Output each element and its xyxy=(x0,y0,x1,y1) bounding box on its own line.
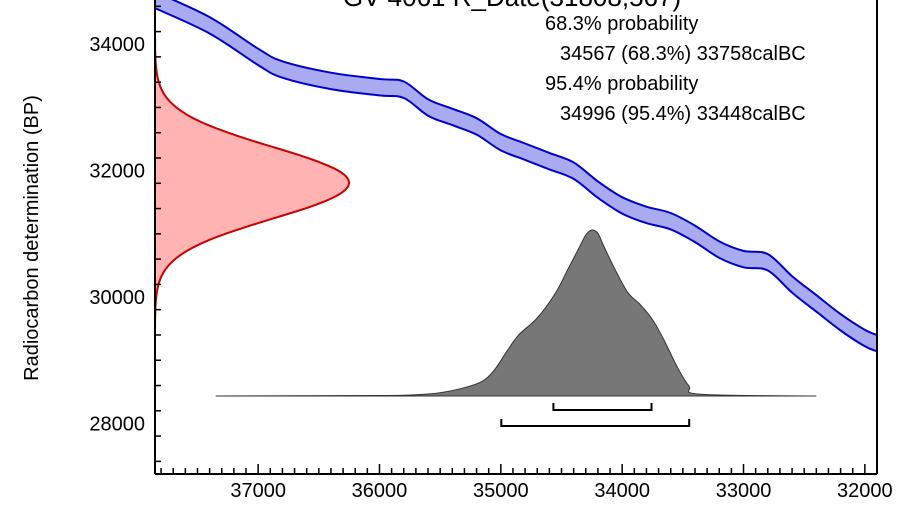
calibration-curve-lower xyxy=(155,7,877,353)
x-tick-label: 35000 xyxy=(473,480,529,502)
y-tick-label: 32000 xyxy=(89,161,145,183)
annotation-range-1: 34567 (68.3%) 33758calBC xyxy=(560,43,806,65)
chart-title: GV-4061 R_Date(31808,567) xyxy=(343,0,681,12)
annotation-header-1: 68.3% probability xyxy=(545,13,698,35)
calibration-curve-band xyxy=(155,0,877,352)
y-axis-label: Radiocarbon determination (BP) xyxy=(21,95,43,381)
calibrated-distribution xyxy=(215,229,817,397)
calibration-curve-upper xyxy=(171,0,877,336)
x-tick-label: 37000 xyxy=(230,480,286,502)
range-bar-68-3pct xyxy=(552,403,653,411)
range-bars-layer xyxy=(500,403,691,427)
calibration-curve-layer xyxy=(155,0,877,353)
annotation-range-2: 34996 (95.4%) 33448calBC xyxy=(560,103,806,125)
x-axis-ticks: 37000 36000 35000 34000 33000 32000 xyxy=(160,464,893,502)
x-tick-label: 34000 xyxy=(594,480,650,502)
range-bar-95-4pct xyxy=(500,419,691,427)
calibrated-distribution-layer xyxy=(215,229,817,397)
y-axis-ticks: 28000 30000 32000 34000 xyxy=(89,5,161,463)
x-tick-label: 32000 xyxy=(837,480,893,502)
annotation-header-2: 95.4% probability xyxy=(545,73,698,95)
y-tick-label: 30000 xyxy=(89,287,145,309)
y-tick-label: 34000 xyxy=(89,34,145,56)
x-tick-label: 36000 xyxy=(352,480,408,502)
x-tick-label: 33000 xyxy=(716,480,772,502)
y-tick-label: 28000 xyxy=(89,413,145,435)
